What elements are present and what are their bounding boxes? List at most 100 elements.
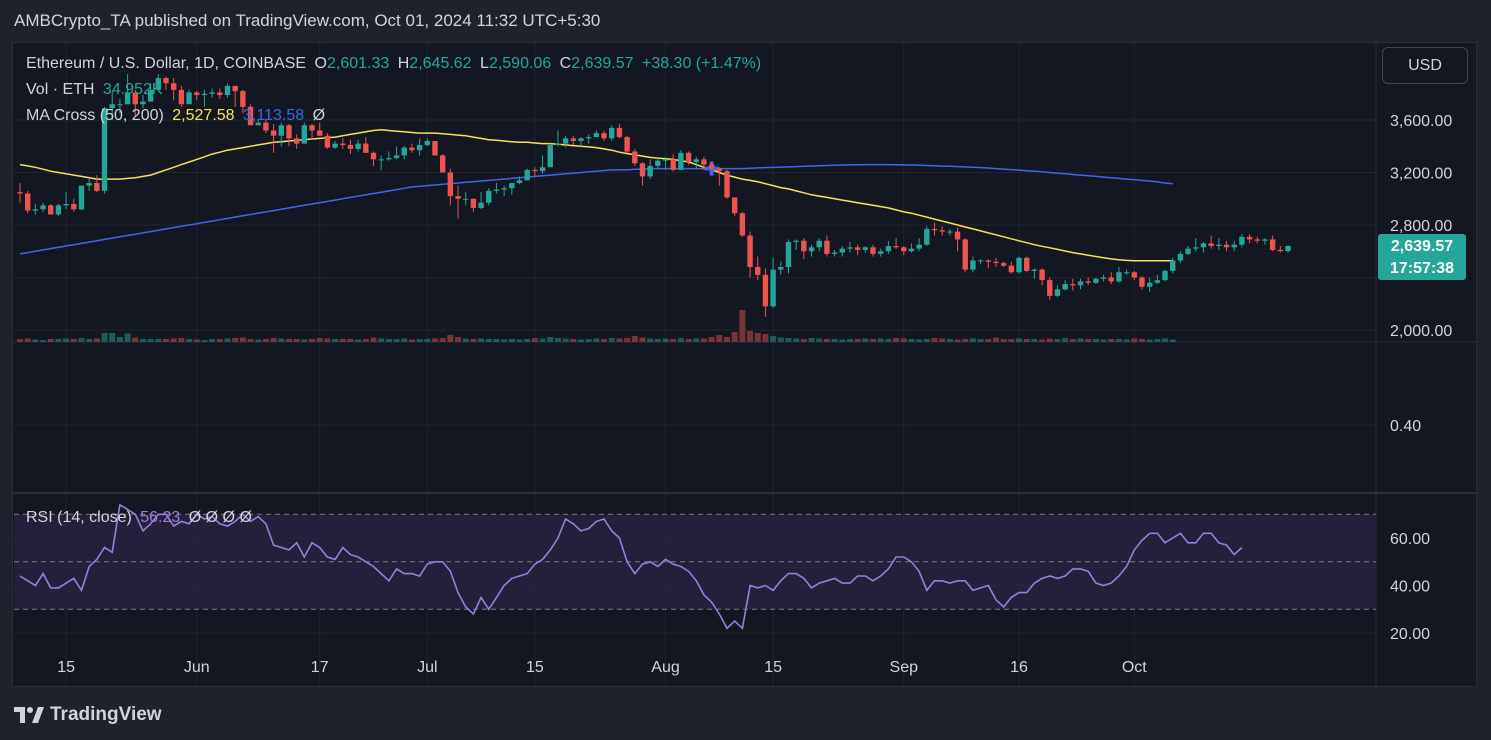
volume-bar [670,339,677,342]
candle-body [678,152,684,170]
candle [1200,242,1207,253]
candle-body [455,196,461,199]
candle-body [194,92,200,96]
candle-body [609,127,615,139]
candle [1008,261,1015,274]
volume-bar [554,338,561,342]
candle [670,154,676,172]
volume-bar [562,338,569,342]
candle-body [386,158,392,160]
volume-bar [239,337,246,342]
candle-body [493,189,500,191]
ma50-value: 2,527.58 [172,107,235,124]
candle-body [117,104,123,106]
candle [901,246,907,256]
volume-bar [1131,338,1138,342]
candle-body [685,152,692,162]
candle-body [762,274,769,307]
volume-bar [1085,339,1092,342]
candle-body [63,204,69,206]
candle-body [224,85,231,96]
candle [117,99,123,114]
volume-bar [216,339,223,342]
candle-body [55,205,62,215]
volume-bar [40,340,47,342]
candle-body [86,183,92,186]
volume-bar [547,337,554,342]
candle-body [1016,257,1022,273]
candle-body [424,141,430,145]
volume-label[interactable]: Vol · ETH [26,81,95,98]
rsi-label[interactable]: RSI (14, close) [26,509,132,526]
candle-body [332,143,338,148]
tradingview-logo[interactable]: TradingView [14,704,162,726]
candle [770,257,776,308]
candle-body [770,269,776,307]
candle-body [547,144,553,168]
candle-body [570,138,576,141]
candle [1054,285,1061,298]
volume-bar [86,339,93,342]
volume-bar [93,338,100,342]
volume-bar [900,338,907,342]
hidden-eye-icon[interactable]: Ø [312,107,326,124]
candle-body [854,247,861,250]
candle [762,268,769,317]
ma-cross-label[interactable]: MA Cross (50, 200) [26,107,164,124]
candle [532,167,538,177]
volume-bar [777,337,784,342]
candles[interactable] [17,74,1291,317]
candle-body [186,92,192,105]
candle [862,246,869,253]
legend-symbol-row: Ethereum / U.S. Dollar, 1D, COINBASE O 2,… [26,55,765,73]
candle-body [1269,239,1276,250]
candle-body [439,155,446,173]
candle [785,239,792,274]
volume-bar [754,333,761,342]
candle-body [1239,236,1245,245]
candle [939,226,945,236]
time-tick-label: 15 [57,659,75,676]
candle-body [1231,244,1237,248]
volume-bar [816,338,823,342]
volume-bar [770,336,777,342]
candle [678,150,684,170]
rsi-value: 56.23 [140,509,181,526]
candle-body [147,89,154,102]
candle-body [1039,269,1045,281]
candle [370,151,377,166]
candle-body [655,160,661,166]
volume-bar [285,339,292,342]
candle-body [240,91,246,107]
candle-body [893,246,899,248]
open-label: O [314,55,327,72]
publisher-line: AMBCrypto_TA published on TradingView.co… [14,11,601,30]
candle [839,246,845,257]
close-value: 2,639.57 [571,55,634,72]
candle [147,83,154,102]
candle [132,89,138,117]
volume-bar [278,338,285,342]
time-tick-label: Jul [417,659,437,676]
time-tick-label: Oct [1122,659,1147,676]
volume-bar [693,338,700,342]
candle [985,259,991,269]
candle-body [1277,249,1284,252]
candle-body [555,143,561,145]
volume-bar [946,339,953,342]
symbol-title[interactable]: Ethereum / U.S. Dollar, 1D, COINBASE [26,55,307,72]
candle [732,197,738,216]
rsi-settings-icons[interactable]: Ø Ø Ø Ø [188,509,252,526]
candle-body [739,213,746,236]
ma50-line [19,129,1173,262]
candle-body [1123,272,1130,274]
volume-bar [808,338,815,342]
volume-bar [1054,339,1061,342]
volume-bar [347,339,354,342]
currency-button[interactable]: USD [1382,47,1468,84]
volume-bar [800,339,807,342]
candle [1239,234,1245,248]
candle-body [1154,280,1161,283]
candle [524,168,530,181]
